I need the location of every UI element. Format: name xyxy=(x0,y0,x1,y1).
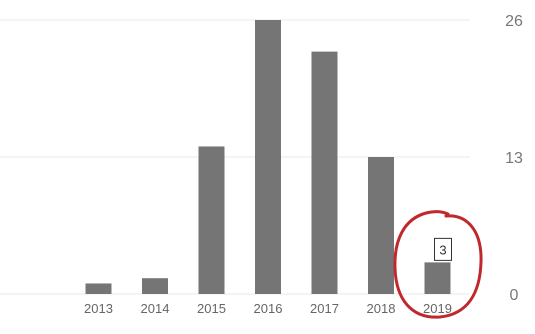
x-tick-label: 2019 xyxy=(423,301,452,316)
gridlines xyxy=(0,19,470,295)
y-tick-label: 26 xyxy=(505,13,523,30)
bar xyxy=(198,146,225,294)
x-tick-label: 2016 xyxy=(254,301,283,316)
bar xyxy=(255,20,281,294)
x-tick-label: 2014 xyxy=(141,301,170,316)
y-tick-label: 0 xyxy=(510,287,519,304)
highlight-circle xyxy=(393,210,483,319)
x-tick-label: 2018 xyxy=(367,301,396,316)
bar xyxy=(368,157,394,294)
x-axis-tick-labels: 2013 2014 2015 2016 2017 2018 2019 xyxy=(84,301,452,316)
data-label: 3 xyxy=(439,242,446,257)
bars xyxy=(85,20,451,294)
annotations: 3 xyxy=(393,210,483,319)
x-tick-label: 2017 xyxy=(310,301,339,316)
x-tick-label: 2015 xyxy=(197,301,226,316)
data-label-box xyxy=(434,237,452,261)
x-tick-label: 2013 xyxy=(84,301,113,316)
bar xyxy=(85,283,112,294)
y-axis-tick-labels: 0 13 26 xyxy=(505,13,523,304)
bar xyxy=(424,262,451,294)
bar xyxy=(142,278,168,294)
bar xyxy=(311,51,338,294)
y-tick-label: 13 xyxy=(505,150,523,167)
